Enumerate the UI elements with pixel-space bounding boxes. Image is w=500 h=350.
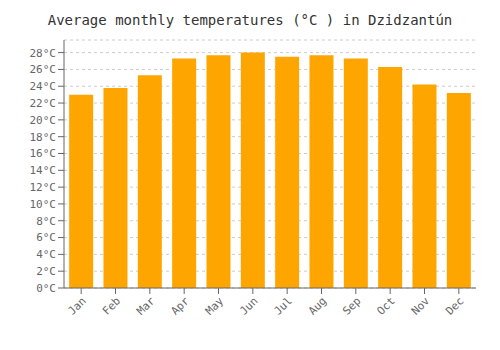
svg-text:Mar: Mar [134,294,158,318]
svg-text:16°C: 16°C [30,147,57,160]
svg-text:18°C: 18°C [30,131,57,144]
svg-text:2°C: 2°C [36,265,56,278]
svg-text:0°C: 0°C [36,282,56,295]
html-text:Average monthly temperatures (: Average monthly temperatures (°C ) in Dz… [47,12,453,28]
svg-text:Oct: Oct [375,294,398,317]
svg-text:4°C: 4°C [36,248,56,261]
svg-text:10°C: 10°C [30,198,57,211]
svg-text:24°C: 24°C [30,80,57,93]
svg-text:20°C: 20°C [30,114,57,127]
svg-text:Nov: Nov [409,294,433,318]
svg-text:Jul: Jul [272,294,295,317]
svg-text:Apr: Apr [169,294,193,318]
svg-text:Jun: Jun [237,294,260,317]
svg-text:Sep: Sep [340,294,363,317]
svg-text:Dec: Dec [443,294,466,317]
svg-text:22°C: 22°C [30,97,57,110]
svg-text:Jan: Jan [66,294,89,317]
svg-text:8°C: 8°C [36,215,56,228]
svg-text:Feb: Feb [100,294,123,317]
svg-text:May: May [203,294,227,318]
svg-text:28°C: 28°C [30,47,57,60]
svg-text:12°C: 12°C [30,181,57,194]
svg-text:6°C: 6°C [36,231,56,244]
svg-text:26°C: 26°C [30,63,57,76]
svg-text:14°C: 14°C [30,164,57,177]
svg-text:Aug: Aug [306,294,329,317]
